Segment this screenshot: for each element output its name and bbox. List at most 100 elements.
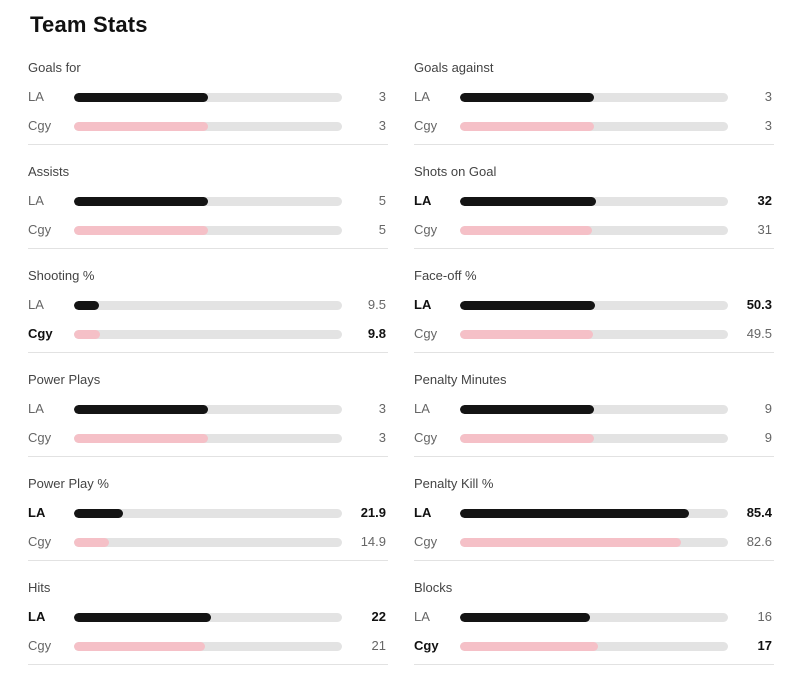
cgy-team-label: Cgy <box>414 430 438 445</box>
la-stat-value: 3 <box>764 89 772 104</box>
cgy-stat-row: Cgy 31 <box>414 220 774 240</box>
cgy-bar-track <box>74 538 342 547</box>
cgy-bar-fill <box>74 122 208 131</box>
cgy-stat-row: Cgy 5 <box>28 220 388 240</box>
cgy-stat-value: 82.6 <box>746 534 772 549</box>
stat-block-goals-against: Goals against LA 3 Cgy 3 <box>414 50 774 145</box>
la-bar-track <box>74 405 342 414</box>
la-bar-track <box>460 93 728 102</box>
la-bar-fill <box>460 197 597 206</box>
cgy-stat-value: 3 <box>378 118 386 133</box>
la-bar-fill <box>460 301 595 310</box>
la-team-label: LA <box>28 297 44 312</box>
stat-block-penalty-kill-pct: Penalty Kill % LA 85.4 Cgy 82.6 <box>414 466 774 561</box>
cgy-stat-value: 21 <box>371 638 386 653</box>
cgy-team-label: Cgy <box>28 326 53 341</box>
stat-label: Face-off % <box>414 268 477 283</box>
la-stat-value: 32 <box>757 193 772 208</box>
stats-columns: Goals for LA 3 Cgy 3 Assists LA 5 Cgy 5 Shooting %… <box>28 50 774 665</box>
la-bar-fill <box>74 197 208 206</box>
cgy-bar-track <box>460 330 728 339</box>
cgy-bar-track <box>460 538 728 547</box>
la-stat-row: LA 21.9 <box>28 503 388 523</box>
left-stats-column: Goals for LA 3 Cgy 3 Assists LA 5 Cgy 5 Shooting %… <box>28 50 388 665</box>
cgy-stat-value: 14.9 <box>360 534 386 549</box>
la-stat-value: 21.9 <box>360 505 386 520</box>
cgy-bar-track <box>74 122 342 131</box>
la-bar-fill <box>460 509 689 518</box>
stat-label: Power Play % <box>28 476 109 491</box>
cgy-stat-row: Cgy 3 <box>28 116 388 136</box>
la-team-label: LA <box>414 193 432 208</box>
stat-label: Shots on Goal <box>414 164 497 179</box>
cgy-stat-row: Cgy 9.8 <box>28 324 388 344</box>
stat-label: Shooting % <box>28 268 95 283</box>
cgy-team-label: Cgy <box>28 430 52 445</box>
cgy-bar-track <box>460 434 728 443</box>
la-bar-fill <box>460 405 594 414</box>
stat-label: Goals for <box>28 60 81 75</box>
la-team-label: LA <box>28 193 44 208</box>
cgy-bar-fill <box>74 330 101 339</box>
la-stat-row: LA 3 <box>28 87 388 107</box>
la-stat-row: LA 32 <box>414 191 774 211</box>
cgy-stat-value: 9 <box>764 430 772 445</box>
la-bar-fill <box>74 405 208 414</box>
cgy-bar-track <box>460 226 728 235</box>
la-stat-row: LA 3 <box>28 399 388 419</box>
cgy-team-label: Cgy <box>414 638 439 653</box>
la-team-label: LA <box>414 297 432 312</box>
la-team-label: LA <box>28 89 44 104</box>
stat-block-power-plays: Power Plays LA 3 Cgy 3 <box>28 362 388 457</box>
la-bar-track <box>74 301 342 310</box>
stat-block-hits: Hits LA 22 Cgy 21 <box>28 570 388 665</box>
stat-label: Blocks <box>414 580 453 595</box>
la-bar-track <box>74 197 342 206</box>
la-stat-row: LA 85.4 <box>414 503 774 523</box>
la-bar-fill <box>74 93 208 102</box>
stat-block-goals-for: Goals for LA 3 Cgy 3 <box>28 50 388 145</box>
stat-block-power-play-pct: Power Play % LA 21.9 Cgy 14.9 <box>28 466 388 561</box>
cgy-bar-fill <box>460 434 594 443</box>
la-stat-value: 85.4 <box>746 505 772 520</box>
la-team-label: LA <box>28 609 46 624</box>
la-team-label: LA <box>414 609 430 624</box>
la-bar-track <box>74 93 342 102</box>
cgy-bar-fill <box>460 122 594 131</box>
la-bar-track <box>74 509 342 518</box>
cgy-bar-track <box>74 642 342 651</box>
cgy-bar-fill <box>74 538 110 547</box>
cgy-stat-value: 5 <box>378 222 386 237</box>
la-stat-row: LA 50.3 <box>414 295 774 315</box>
la-bar-fill <box>74 613 212 622</box>
cgy-bar-fill <box>74 226 208 235</box>
cgy-stat-row: Cgy 82.6 <box>414 532 774 552</box>
cgy-bar-track <box>460 122 728 131</box>
stat-block-assists: Assists LA 5 Cgy 5 <box>28 154 388 249</box>
la-bar-fill <box>74 301 100 310</box>
cgy-stat-value: 9.8 <box>367 326 386 341</box>
stat-label: Assists <box>28 164 70 179</box>
cgy-team-label: Cgy <box>28 118 52 133</box>
stat-block-blocks: Blocks LA 16 Cgy 17 <box>414 570 774 665</box>
cgy-team-label: Cgy <box>414 326 438 341</box>
stat-label: Power Plays <box>28 372 101 387</box>
la-team-label: LA <box>414 505 432 520</box>
la-bar-track <box>460 197 728 206</box>
cgy-stat-row: Cgy 21 <box>28 636 388 656</box>
la-bar-track <box>74 613 342 622</box>
la-stat-value: 16 <box>757 609 772 624</box>
la-bar-fill <box>460 93 594 102</box>
cgy-stat-value: 31 <box>757 222 772 237</box>
la-stat-row: LA 9 <box>414 399 774 419</box>
la-stat-row: LA 5 <box>28 191 388 211</box>
stat-label: Penalty Kill % <box>414 476 494 491</box>
la-stat-value: 22 <box>371 609 386 624</box>
stat-block-face-off-pct: Face-off % LA 50.3 Cgy 49.5 <box>414 258 774 353</box>
la-team-label: LA <box>28 401 44 416</box>
cgy-bar-fill <box>460 226 592 235</box>
stat-block-penalty-minutes: Penalty Minutes LA 9 Cgy 9 <box>414 362 774 457</box>
cgy-stat-row: Cgy 9 <box>414 428 774 448</box>
right-stats-column: Goals against LA 3 Cgy 3 Shots on Goal LA 32 Cgy… <box>414 50 774 665</box>
cgy-stat-row: Cgy 17 <box>414 636 774 656</box>
